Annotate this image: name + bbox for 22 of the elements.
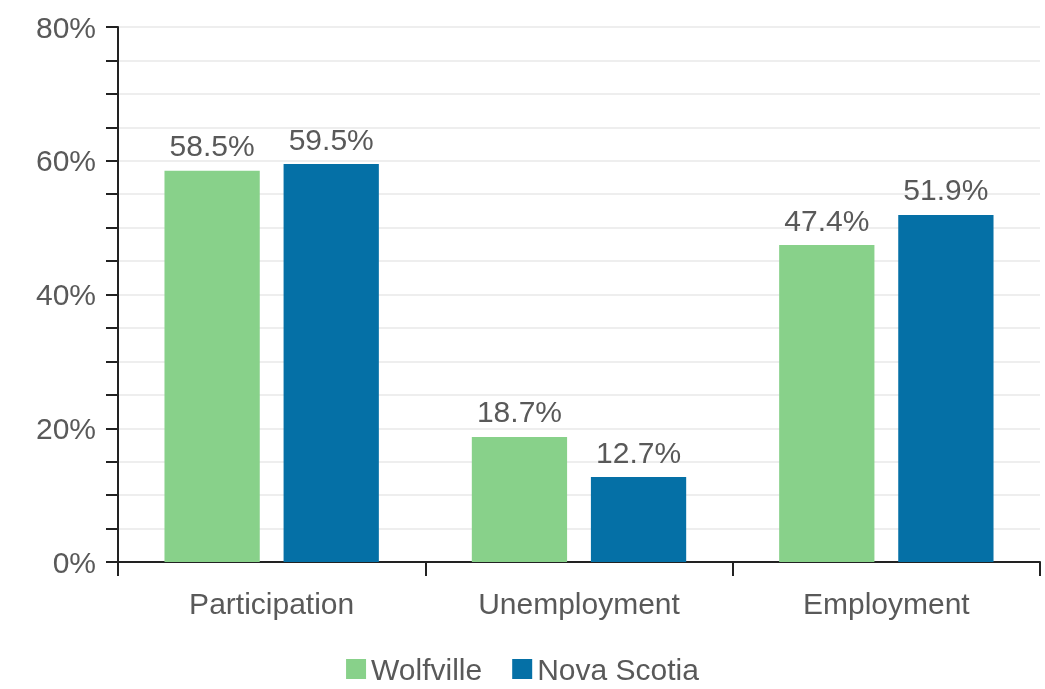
data-label: 47.4% [784, 203, 870, 237]
y-tick-label: 40% [35, 278, 96, 311]
y-tick-label: 60% [35, 144, 96, 178]
y-tick-label: 80% [35, 10, 96, 44]
y-tick-label: 0% [52, 545, 96, 579]
bar [779, 245, 875, 562]
data-label: 59.5% [288, 122, 374, 156]
data-label: 18.7% [476, 395, 562, 429]
y-tick-label: 20% [35, 411, 96, 445]
bar [471, 436, 568, 562]
bar [283, 164, 379, 562]
data-label: 51.9% [903, 173, 989, 207]
data-label: 58.5% [169, 129, 255, 163]
bar [164, 170, 260, 562]
data-label: 12.7% [596, 435, 682, 469]
bar [590, 477, 687, 562]
x-tick-label: Participation [189, 586, 355, 620]
x-tick-label: Unemployment [478, 586, 681, 620]
legend-label: Wolfville [371, 652, 483, 686]
bar [898, 214, 994, 562]
legend-label: Nova Scotia [537, 652, 700, 686]
x-tick-label: Employment [802, 586, 971, 620]
